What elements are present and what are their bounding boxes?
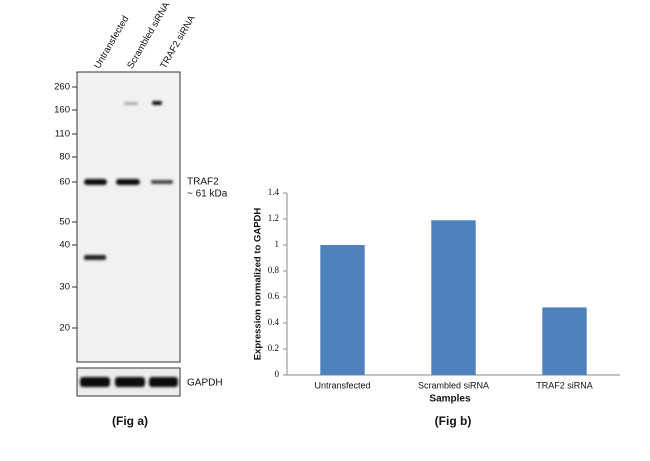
y-axis-title: Expression normalized to GAPDH [253, 208, 264, 361]
blot-panel [76, 71, 181, 363]
y-tick-label: 0.2 [268, 343, 279, 353]
mw-marker: 20 [59, 323, 70, 334]
bands [80, 101, 178, 387]
x-axis-title: Samples [429, 394, 471, 405]
x-tick-label: Scrambled siRNA [418, 380, 489, 390]
lane-label: TRAF2 siRNA [158, 13, 198, 71]
band [149, 377, 178, 387]
mw-marker: 30 [59, 282, 70, 293]
y-tick-label: 0.6 [268, 291, 280, 301]
y-tick-label: 1.4 [268, 187, 280, 197]
lane-label: Untransfected [92, 14, 131, 71]
y-tick-label: 1 [275, 239, 280, 249]
bar [542, 307, 587, 375]
band [152, 101, 162, 105]
band [80, 377, 110, 387]
mw-marker: 60 [59, 177, 70, 188]
mw-marker: 160 [54, 105, 70, 116]
mw-marker: 260 [54, 82, 70, 93]
figure-caption: (Fig a) [112, 414, 148, 428]
mw-marker: 80 [59, 152, 70, 163]
y-tick-label: 0.8 [268, 265, 280, 275]
y-tick-label: 0.4 [268, 317, 280, 327]
target-label: ~ 61 kDa [187, 189, 228, 200]
y-tick-label: 0 [275, 369, 280, 379]
x-tick-label: Untransfected [314, 380, 370, 390]
bar [431, 220, 476, 375]
target-label: TRAF2 [187, 177, 219, 188]
mw-marker: 40 [59, 240, 70, 251]
band [115, 377, 145, 387]
x-tick-label: TRAF2 siRNA [536, 380, 593, 390]
figure-caption: (Fig b) [435, 414, 472, 428]
loading-control-label: GAPDH [187, 378, 223, 389]
bar-chart: (Fig b) Samples Expression normalized to… [253, 187, 620, 428]
band [84, 179, 107, 185]
mw-marker: 110 [55, 129, 70, 140]
band [116, 179, 140, 185]
band [124, 102, 138, 105]
mw-marker: 50 [59, 217, 70, 228]
band [151, 180, 173, 184]
y-tick-label: 1.2 [268, 213, 279, 223]
bar [320, 245, 365, 375]
band [84, 255, 106, 260]
